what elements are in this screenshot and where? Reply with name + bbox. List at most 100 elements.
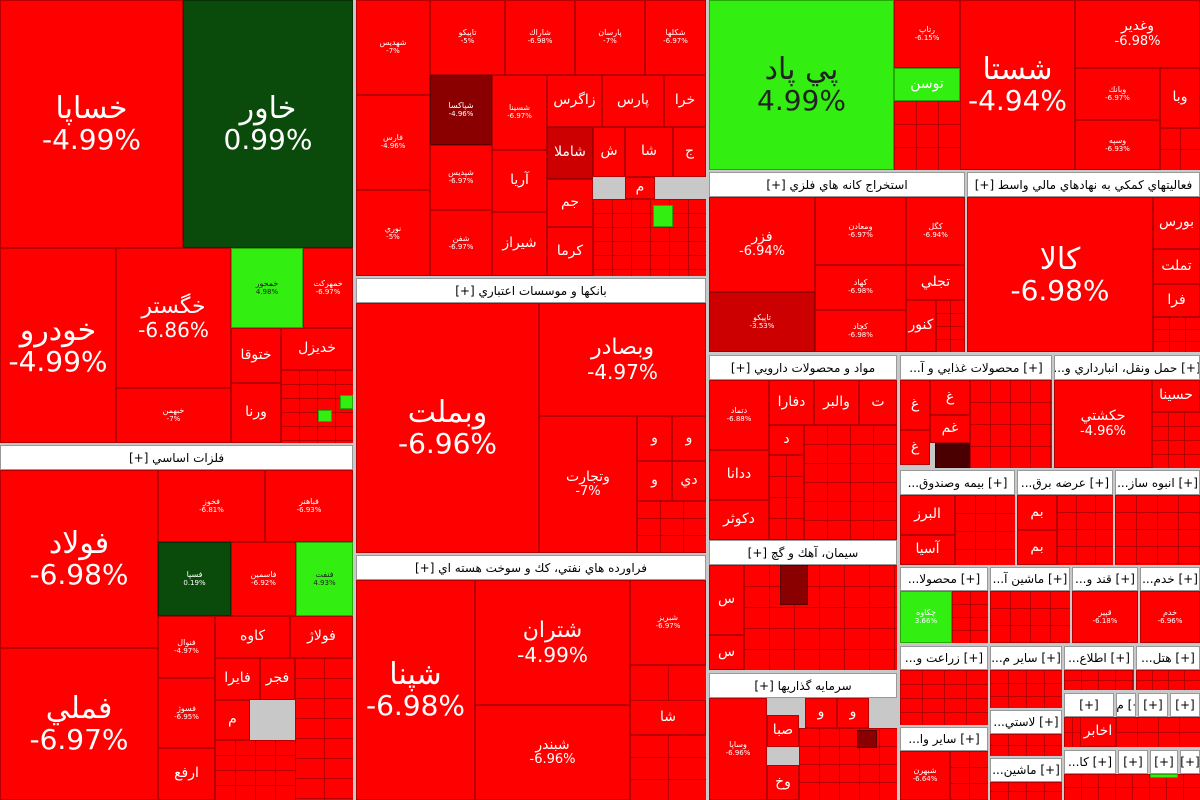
tile-boors[interactable]: بورس — [1153, 197, 1200, 249]
sector-header-building[interactable]: [+] انبوه ساز... — [1115, 470, 1200, 495]
tile-v2[interactable]: و — [672, 416, 706, 461]
tile-khmehrkat[interactable]: خمهركت -6.97% — [303, 248, 353, 328]
tile-vahelbar[interactable]: والبر — [814, 380, 859, 425]
tile-dey[interactable]: دي — [672, 461, 706, 501]
small-tiles-grid[interactable] — [769, 455, 804, 540]
tile-arya[interactable]: آريا — [492, 150, 547, 212]
tile-khgostar[interactable]: خگستر -6.86% — [116, 248, 231, 388]
tile-jam2[interactable]: جم — [547, 179, 593, 227]
tile-tamlat[interactable]: تملت — [1153, 249, 1200, 284]
tile-peypad[interactable]: پي پاد 4.99% — [709, 0, 894, 170]
small-tiles-grid[interactable] — [1064, 670, 1134, 690]
tile-foolaj[interactable]: فولاژ — [290, 616, 353, 658]
sector-header-financial[interactable]: فعاليتهاي كمكي به نهادهاي مالي واسط [+] — [967, 172, 1200, 197]
small-tiles-grid[interactable] — [936, 300, 965, 352]
small-tiles-grid[interactable] — [990, 591, 1070, 643]
sector-header-electricity[interactable]: [+] عرضه برق... — [1017, 470, 1113, 495]
tile-fsapa[interactable]: فسپا 0.19% — [158, 542, 231, 616]
sector-header-s-sayer-v[interactable]: [+] ساير وا... — [900, 727, 988, 751]
tile-shamla[interactable]: شاملا — [547, 127, 593, 179]
tile-shetran[interactable]: شتران -4.99% — [475, 580, 630, 705]
small-tiles-grid[interactable] — [295, 658, 353, 800]
tile-rtap[interactable]: رتاپ -6.15% — [894, 0, 960, 68]
tile-vabank[interactable]: وبانك -6.97% — [1075, 68, 1160, 120]
tile-fkhooz[interactable]: فخوز -6.81% — [158, 470, 265, 542]
small-tiles-grid[interactable] — [630, 665, 706, 700]
tile-s1[interactable]: س — [709, 565, 744, 635]
sector-header-s-plus[interactable]: [+] — [1170, 693, 1200, 717]
tile-akhbar[interactable]: اخابر — [1080, 717, 1116, 747]
small-tiles-grid[interactable] — [630, 735, 706, 800]
sector-header-s-ka[interactable]: [+] كا... — [1064, 750, 1116, 774]
small-tiles-grid[interactable] — [799, 728, 897, 800]
tile-vtejarat[interactable]: وتجارت -7% — [539, 416, 637, 553]
tile-vaghadir[interactable]: وغدير -6.98% — [1075, 0, 1200, 68]
tile-s2[interactable]: س — [709, 635, 744, 670]
tile-khdiz[interactable]: خديزل — [281, 328, 353, 370]
tile-shahidis[interactable]: شهديس -7% — [356, 0, 430, 95]
tile-fezar[interactable]: فزر -6.94% — [709, 197, 815, 292]
tile-khmehvar[interactable]: خمحور 4.98% — [231, 248, 303, 328]
sector-header-food[interactable]: [+] محصولات غذايي و آ... — [900, 355, 1052, 380]
tile-v3[interactable]: و — [637, 461, 672, 501]
sector-header-s-plus[interactable]: [+] — [1118, 750, 1148, 774]
tile-fajr[interactable]: فجر — [260, 658, 295, 700]
tile-kchad[interactable]: كچاد -6.98% — [815, 310, 906, 352]
tile-dd1[interactable]: د — [769, 425, 804, 455]
small-tiles-grid[interactable] — [744, 565, 897, 670]
tile-shasta[interactable]: شستا -4.94% — [960, 0, 1075, 170]
tile-shaa2[interactable]: شا — [630, 700, 706, 735]
tile-gha3[interactable]: غ — [900, 430, 930, 465]
tile-vv1[interactable]: و — [805, 698, 837, 728]
tile-kagol[interactable]: كگل -6.94% — [906, 197, 965, 265]
tile-khavar[interactable]: خاور 0.99% — [183, 0, 353, 248]
tile-vmaaden[interactable]: ومعادن -6.97% — [815, 197, 906, 265]
small-tiles-grid[interactable] — [952, 591, 988, 643]
tile-vbmellat[interactable]: وبملت -6.96% — [356, 303, 539, 553]
small-tiles-grid[interactable] — [1136, 670, 1200, 690]
tile-shiraz[interactable]: شيراز — [492, 212, 547, 276]
tile-faira[interactable]: فايرا — [215, 658, 260, 700]
small-tiles-grid[interactable] — [990, 670, 1062, 708]
tile-dark[interactable] — [780, 565, 808, 605]
sector-header-s-khadam[interactable]: [+] خدم... — [1140, 567, 1200, 591]
tile-tapiko[interactable]: تاپيكو -5% — [430, 0, 505, 75]
small-tiles-grid[interactable] — [215, 740, 295, 800]
tile-kala[interactable]: كالا -6.98% — [967, 197, 1153, 352]
tile-zagros[interactable]: زاگرس — [547, 75, 602, 127]
tile-bm2[interactable]: بم — [1017, 530, 1057, 565]
sector-header-s-zeraat[interactable]: [+] زراعت و... — [900, 646, 988, 670]
sector-header-s-plus[interactable]: [+] — [1064, 693, 1114, 717]
small-tiles-grid[interactable] — [1057, 495, 1113, 565]
small-tiles-grid[interactable] — [804, 425, 897, 540]
tile-kerma[interactable]: كرما — [547, 227, 593, 276]
sector-header-s-plus[interactable]: [+] — [1150, 750, 1178, 774]
small-tiles-grid[interactable] — [1152, 412, 1200, 468]
sector-header-s-hotel[interactable]: [+] هتل... — [1136, 646, 1200, 670]
tile-fara[interactable]: فرا — [1153, 284, 1200, 317]
tile-fanoos[interactable]: فاسمين -6.92% — [231, 542, 296, 616]
small-tiles-grid[interactable] — [990, 782, 1062, 800]
tile-dfara[interactable]: دفارا — [769, 380, 814, 425]
tile-alborz[interactable]: البرز — [900, 495, 955, 535]
tile-shbandar[interactable]: شبندر -6.96% — [475, 705, 630, 800]
tile-khteva[interactable]: ختوقا — [231, 328, 281, 383]
tile-tajli[interactable]: تجلي — [906, 265, 965, 300]
sector-header-pharma[interactable]: مواد و محصولات دارويي [+] — [709, 355, 897, 380]
small-tiles-grid[interactable] — [1153, 317, 1200, 352]
tile-sha[interactable]: ش — [593, 127, 625, 177]
tile-small-green[interactable] — [1150, 774, 1178, 778]
tile-fameli[interactable]: فملي -6.97% — [0, 648, 158, 800]
small-tiles-grid[interactable] — [894, 101, 960, 170]
sector-header-insurance[interactable]: [+] بيمه وصندوق... — [900, 470, 1015, 495]
tile-dark[interactable] — [935, 443, 970, 468]
tile-gha2[interactable]: غ — [930, 380, 970, 415]
small-tiles-grid[interactable] — [1160, 128, 1200, 170]
tile-shfan[interactable]: شفن -6.97% — [430, 210, 492, 276]
tile-shpamsa[interactable]: شپاكسا -4.96% — [430, 75, 492, 145]
sector-header-s-ghand[interactable]: [+] قند و... — [1072, 567, 1138, 591]
tile-vbsader[interactable]: وبصادر -4.97% — [539, 303, 706, 416]
tile-dana[interactable]: ددانا — [709, 450, 769, 500]
small-tiles-grid[interactable] — [970, 380, 1052, 468]
tile-khra[interactable]: خرا — [664, 75, 706, 127]
